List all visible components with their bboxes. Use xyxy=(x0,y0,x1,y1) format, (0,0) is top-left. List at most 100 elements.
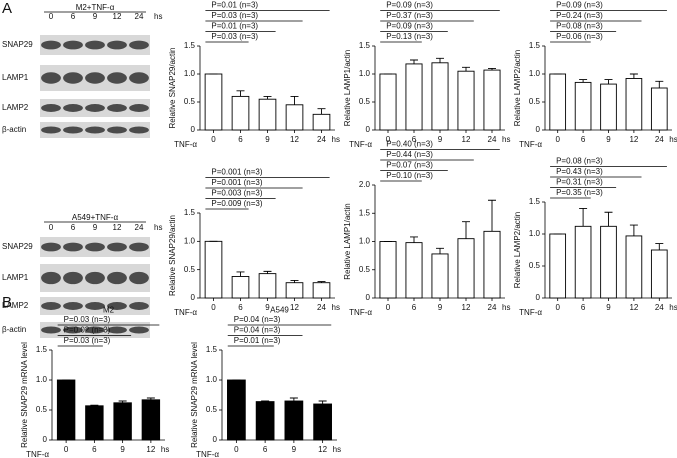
x-tick-label: 0 xyxy=(211,303,216,312)
error-bar xyxy=(655,243,664,250)
significance-label: P=0.03 (n=3) xyxy=(64,336,111,345)
blot-row-label: LAMP2 xyxy=(2,103,29,112)
x-tick-label: 12 xyxy=(462,303,471,312)
blot-band xyxy=(63,271,83,285)
x-tick-label: 12 xyxy=(290,135,299,144)
significance-label: P=0.04 (n=3) xyxy=(234,326,281,335)
error-bar xyxy=(462,66,470,72)
blot-band xyxy=(41,40,61,50)
significance-label: P=0.13 (n=3) xyxy=(386,32,433,41)
blot-band xyxy=(41,326,61,334)
blot-band xyxy=(129,242,149,252)
x-tick-label: 0 xyxy=(386,135,391,144)
x-tick-label: 6 xyxy=(581,135,586,144)
error-bar xyxy=(263,270,272,274)
error-bar xyxy=(146,397,155,400)
significance-label: P=0.04 (n=3) xyxy=(234,315,281,324)
bar xyxy=(574,81,592,131)
bar xyxy=(113,402,132,441)
error-bar xyxy=(290,279,299,283)
error-bar xyxy=(629,73,638,79)
bar xyxy=(483,69,501,131)
significance-label: P=0.03 (n=3) xyxy=(211,32,258,41)
x-tick-label: 0 xyxy=(386,303,391,312)
y-tick-label: 0.5 xyxy=(359,97,371,106)
x-prefix: TNF-α xyxy=(519,140,542,149)
error-bar xyxy=(604,211,613,227)
bar xyxy=(258,98,277,131)
bar xyxy=(313,403,332,441)
lane-label: 24 xyxy=(135,12,144,21)
x-tick-label: 0 xyxy=(555,135,560,144)
blot-band xyxy=(63,302,83,310)
y-tick-label: 1.0 xyxy=(529,229,541,238)
y-tick-label: 1.5 xyxy=(529,41,541,50)
bar xyxy=(600,83,617,131)
lane-label: 12 xyxy=(113,12,122,21)
x-tick-label: 6 xyxy=(92,445,97,454)
blot-band xyxy=(41,72,61,84)
blot-band xyxy=(107,242,127,252)
error-bar xyxy=(317,281,326,283)
significance-label: P=0.31 (n=3) xyxy=(556,178,603,187)
significance-label: P=0.001 (n=3) xyxy=(211,178,262,187)
blot-band xyxy=(63,40,83,50)
significance-label: P=0.08 (n=3) xyxy=(556,22,603,31)
bar xyxy=(231,95,250,131)
significance-label: P=0.03 (n=3) xyxy=(211,11,258,20)
x-tick-label: 6 xyxy=(238,135,243,144)
error-bar xyxy=(579,207,588,227)
blot-band xyxy=(85,271,105,285)
blot-row-label: LAMP2 xyxy=(2,301,29,310)
blot-band xyxy=(63,126,83,134)
blot-band xyxy=(107,271,127,285)
blot-row-label: LAMP1 xyxy=(2,273,29,282)
x-tick-label: 0 xyxy=(211,135,216,144)
significance-label: P=0.09 (n=3) xyxy=(386,22,433,31)
blot-band xyxy=(107,326,127,334)
x-tick-label: 6 xyxy=(238,303,243,312)
lane-label: 0 xyxy=(49,223,54,232)
x-tick-label: 12 xyxy=(629,135,638,144)
y-tick-label: 1.5 xyxy=(359,208,371,217)
y-tick-label: 0 xyxy=(191,293,196,302)
significance-label: P=0.40 (n=3) xyxy=(386,140,433,149)
lane-unit: hs xyxy=(154,223,162,232)
lane-label: 0 xyxy=(49,12,54,21)
y-tick-label: 1.0 xyxy=(206,375,218,384)
x-tick-label: 9 xyxy=(606,303,611,312)
bar xyxy=(650,249,668,299)
x-suffix: hs xyxy=(161,445,169,454)
x-tick-label: 24 xyxy=(317,303,326,312)
significance-label: P=0.43 (n=3) xyxy=(556,167,603,176)
y-tick-label: 1.0 xyxy=(36,375,48,384)
bar xyxy=(312,282,331,299)
x-tick-label: 24 xyxy=(488,135,497,144)
x-tick-label: 12 xyxy=(146,445,155,454)
y-tick-label: 1.5 xyxy=(206,345,218,354)
error-bar xyxy=(289,397,298,401)
y-tick-label: 0 xyxy=(213,435,218,444)
lane-label: 6 xyxy=(71,12,76,21)
significance-label: P=0.06 (n=3) xyxy=(556,32,603,41)
significance-label: P=0.37 (n=3) xyxy=(386,11,433,20)
blot-band xyxy=(107,72,127,84)
chart-title: A549 xyxy=(270,306,289,315)
significance-label: P=0.10 (n=3) xyxy=(386,171,433,180)
bar xyxy=(255,401,275,441)
blot-band xyxy=(85,326,105,334)
y-tick-label: 0 xyxy=(366,125,371,134)
blot-band xyxy=(129,104,149,112)
x-tick-label: 9 xyxy=(120,445,125,454)
blot-band xyxy=(129,126,149,134)
x-tick-label: 9 xyxy=(438,135,443,144)
x-prefix: TNF-α xyxy=(26,450,49,458)
significance-label: P=0.009 (n=3) xyxy=(211,199,262,208)
x-tick-label: 6 xyxy=(263,445,268,454)
blot-band xyxy=(41,242,61,252)
error-bar xyxy=(290,95,299,105)
x-tick-label: 24 xyxy=(655,135,664,144)
blot-row-label: SNAP29 xyxy=(2,242,33,251)
bar xyxy=(285,104,304,131)
bar xyxy=(204,240,223,299)
